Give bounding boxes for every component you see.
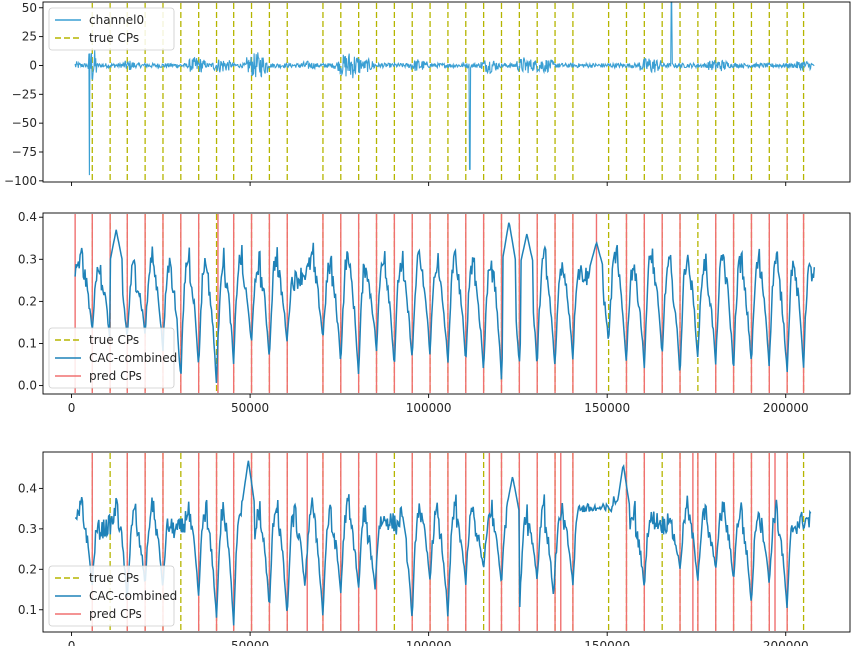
axes-frame [42,212,851,395]
series-cac-combined [74,460,812,626]
xtick-label: 100000 [406,401,452,415]
legend-label: pred CPs [89,607,142,621]
xtick-label: 50000 [231,639,269,646]
ytick-label: 0 [29,58,37,72]
series-channel0 [74,1,815,176]
ytick-label: 0.4 [18,210,37,224]
ytick-label: −75 [12,145,37,159]
xtick-label: 200000 [763,401,809,415]
ytick-label: 0.4 [18,481,37,495]
ytick-label: 0.0 [18,379,37,393]
ytick-label: 0.2 [18,562,37,576]
bottom-panel-cac: 0.1 0.2 0.3 0.4 0 50000 100000 150000 200000 true… [18,451,851,646]
xtick-label: 100000 [406,639,452,646]
series-cac-combined [74,222,816,384]
xtick-label: 0 [68,639,76,646]
ytick-label: −25 [12,87,37,101]
ytick-label: −100 [4,174,37,188]
ytick-label: −50 [12,116,37,130]
ytick-label: 25 [22,30,37,44]
legend-label: pred CPs [89,369,142,383]
legend-label: CAC-combined [89,589,177,603]
axes-frame [42,451,851,633]
xtick-label: 150000 [584,639,630,646]
legend-label: channel0 [89,13,144,27]
ytick-label: 0.1 [18,603,37,617]
ytick-label: 0.1 [18,336,37,350]
legend-label: true CPs [89,333,139,347]
legend-box [48,565,175,627]
legend-box [48,7,175,51]
ytick-label: 0.3 [18,522,37,536]
ytick-label: 0.2 [18,294,37,308]
xtick-label: 0 [68,401,76,415]
legend-label: true CPs [89,571,139,585]
xtick-label: 150000 [584,401,630,415]
ytick-label: 0.3 [18,252,37,266]
axes-frame [42,1,851,183]
legend-label: true CPs [89,31,139,45]
xtick-label: 50000 [231,401,269,415]
legend-box [48,327,175,389]
legend: channel0 true CPs [48,7,175,51]
middle-panel-cac: 0.0 0.1 0.2 0.3 0.4 0 50000 100000 150000 200000 t… [18,210,851,415]
legend-label: CAC-combined [89,351,177,365]
legend: true CPs CAC-combined pred CPs [48,565,177,627]
legend: true CPs CAC-combined pred CPs [48,327,177,389]
ytick-label: 50 [22,1,37,15]
top-panel-signal: 50 25 0 −25 −50 −75 −100 channel0 true CPs [4,1,851,188]
xtick-label: 200000 [763,639,809,646]
